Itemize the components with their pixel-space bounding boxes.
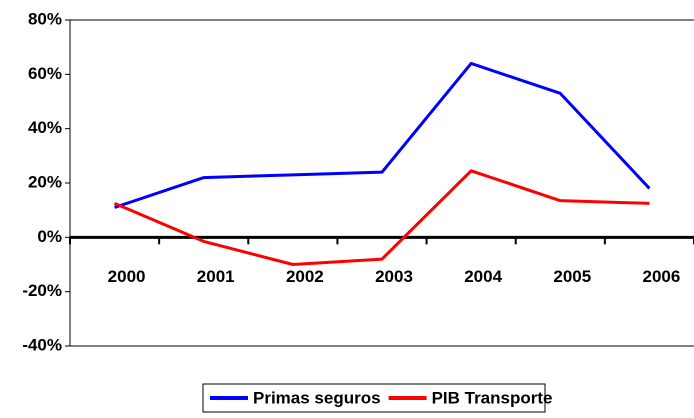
y-tick-label: 80% <box>28 9 62 28</box>
y-tick-label: 40% <box>28 118 62 137</box>
x-tick-label: 2001 <box>197 267 235 286</box>
y-tick-label: -20% <box>22 281 62 300</box>
y-tick-label: 60% <box>28 64 62 83</box>
series-line <box>114 61 651 209</box>
x-tick-label: 2006 <box>643 267 681 286</box>
x-tick-label: 2000 <box>108 267 146 286</box>
x-tick-label: 2004 <box>464 267 502 286</box>
y-tick-label: -40% <box>22 335 62 354</box>
x-tick-label: 2002 <box>286 267 324 286</box>
x-tick-label: 2005 <box>553 267 591 286</box>
legend-label: PIB Transporte <box>432 388 553 407</box>
legend-label: Primas seguros <box>253 388 381 407</box>
y-tick-label: 20% <box>28 172 62 191</box>
series-line <box>113 169 650 266</box>
legend-box <box>202 383 546 413</box>
x-tick-label: 2003 <box>375 267 413 286</box>
y-tick-label: 0% <box>37 227 62 246</box>
